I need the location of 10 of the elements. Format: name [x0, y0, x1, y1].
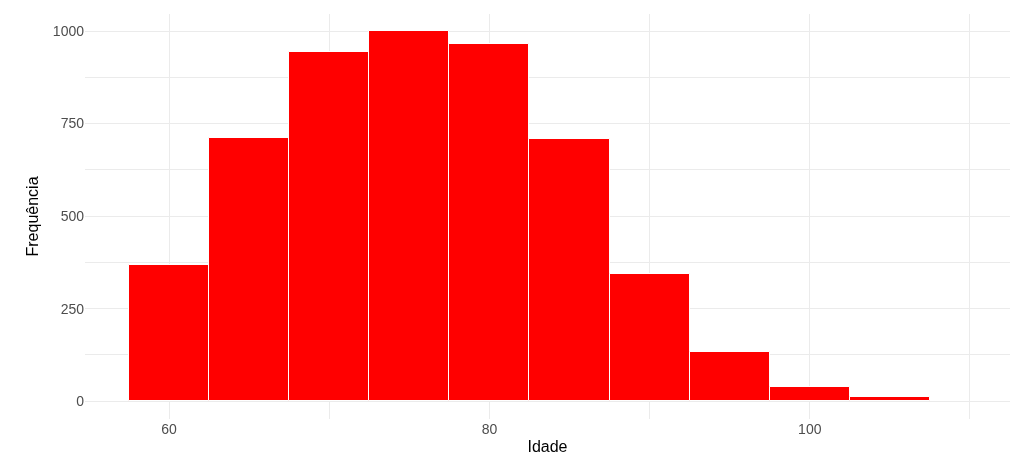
y-tick-label: 1000 — [52, 22, 85, 39]
x-tick-label: 80 — [481, 421, 498, 437]
y-tick-label: 250 — [60, 300, 85, 317]
x-axis-title: Idade — [527, 437, 568, 455]
y-tick-label: 500 — [60, 208, 85, 225]
x-tick-label: 100 — [798, 421, 822, 437]
y-tick-label: 750 — [60, 115, 85, 132]
x-tick-label: 60 — [161, 421, 178, 437]
y-axis-title: Frequência — [23, 176, 41, 257]
y-tick-label: 0 — [76, 393, 85, 410]
